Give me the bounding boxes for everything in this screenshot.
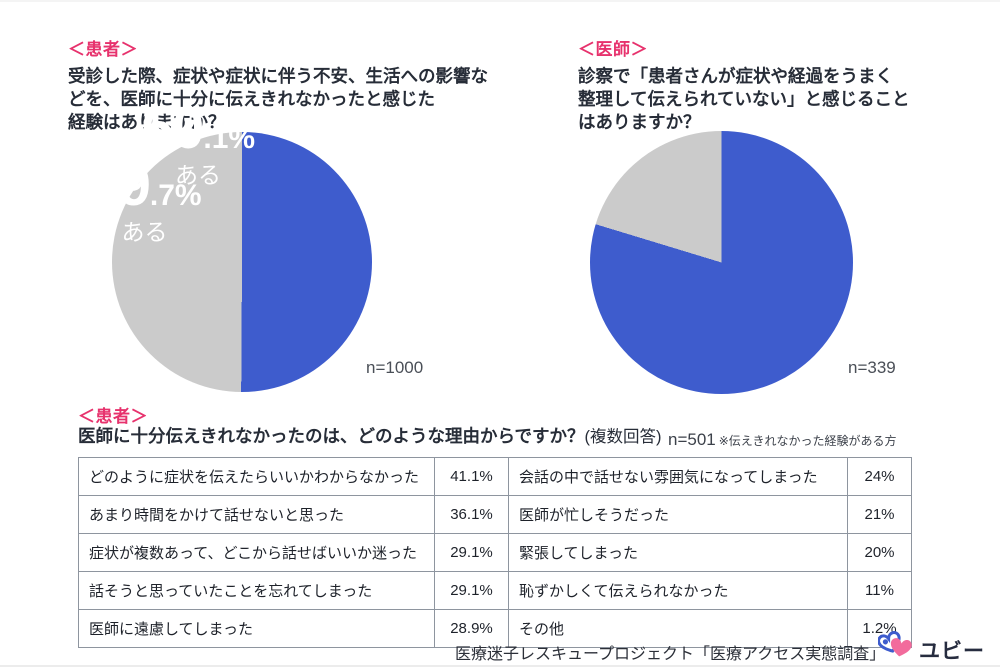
reason-cell: 会話の中で話せない雰囲気になってしまった [508, 457, 848, 496]
doctor-pie-value-frac: .7% [149, 179, 202, 212]
doctor-question-block: ＜医師＞ 診察で「患者さんが症状や経過をうまく 整理して伝えられていない」と感じ… [578, 35, 978, 134]
reason-cell: どのように症状を伝えたらいいかわからなかった [78, 457, 435, 496]
reason-cell: 医師が忙しそうだった [508, 495, 848, 534]
reason-cell: 話そうと思っていたことを忘れてしまった [78, 571, 435, 610]
percent-cell: 20% [847, 533, 912, 572]
reasons-question: 医師に十分伝えきれなかったのは、どのような理由からですか？(複数回答) [78, 423, 661, 448]
patient-question-block: ＜患者＞ 受診した際、症状や症状に伴う不安、生活への影響な どを、医師に十分に伝… [68, 35, 518, 134]
percent-cell: 29.1% [434, 533, 509, 572]
patient-question-text: 受診した際、症状や症状に伴う不安、生活への影響な どを、医師に十分に伝えきれなか… [68, 66, 488, 133]
heart-logo-icon [877, 631, 916, 665]
doctor-sample-size: n=339 [848, 358, 896, 377]
doctor-question-text: 診察で「患者さんが症状や経過をうまく 整理して伝えられていない」と感じること は… [578, 66, 910, 133]
patient-sample-size: n=1000 [366, 358, 424, 377]
percent-cell: 28.9% [434, 609, 509, 648]
reason-cell: 医師に遠慮してしまった [78, 609, 435, 648]
doctor-pie-chart [590, 131, 853, 394]
reason-cell: その他 [508, 609, 848, 648]
reasons-sample-size: n=501 [668, 430, 716, 449]
percent-cell: 24% [847, 457, 912, 496]
table-row: どのように症状を伝えたらいいかわからなかった 41.1% 会話の中で話せない雰囲… [78, 457, 912, 496]
percent-cell: 11% [847, 571, 912, 610]
doctor-pie-value-label: ある [121, 219, 168, 245]
table-row: 症状が複数あって、どこから話せばいいか迷った 29.1% 緊張してしまった 20… [78, 533, 912, 572]
patient-tag: ＜患者＞ [68, 40, 138, 59]
reasons-table: どのように症状を伝えたらいいかわからなかった 41.1% 会話の中で話せない雰囲… [78, 457, 912, 648]
reason-cell: 症状が複数あって、どこから話せばいいか迷った [78, 533, 435, 572]
percent-cell: 21% [847, 495, 912, 534]
percent-cell: 36.1% [434, 495, 509, 534]
percent-cell: 41.1% [434, 457, 509, 496]
patient-pie-value-label: ある [175, 162, 221, 188]
logo-text: ユビー [919, 639, 985, 663]
reason-cell: あまり時間をかけて話せないと思った [78, 495, 435, 534]
reasons-sample: n=501 ※伝えきれなかった経験がある方 [668, 430, 896, 450]
patient-pie-value: 50.1% ある [118, 100, 278, 187]
doctor-pie-value-main: 79 [87, 153, 151, 218]
source-attribution: 医療迷子レスキュープロジェクト「医療アクセス実態調査」 [455, 646, 886, 663]
reason-cell: 緊張してしまった [508, 533, 848, 572]
table-row: あまり時間をかけて話せないと思った 36.1% 医師が忙しそうだった 21% [78, 495, 912, 534]
reason-cell: 恥ずかしくて伝えられなかった [508, 571, 848, 610]
reasons-sample-note: ※伝えきれなかった経験がある方 [718, 434, 897, 448]
patient-pie-value-main: 50 [140, 96, 205, 161]
doctor-tag: ＜医師＞ [578, 40, 648, 59]
reasons-question-suffix: (複数回答) [584, 428, 662, 446]
ubie-logo: ユビー [877, 631, 985, 665]
reasons-question-text: 医師に十分伝えきれなかったのは、どのような理由からですか？ [78, 426, 585, 446]
patient-pie-chart [112, 132, 372, 392]
reasons-tag: ＜患者＞ [78, 407, 148, 426]
doctor-pie-value: 79.7% ある [42, 157, 247, 244]
table-row: 医師に遠慮してしまった 28.9% その他 1.2% [78, 609, 912, 648]
patient-pie-value-frac: .1% [203, 122, 256, 155]
percent-cell: 29.1% [434, 571, 509, 610]
table-row: 話そうと思っていたことを忘れてしまった 29.1% 恥ずかしくて伝えられなかった… [78, 571, 912, 610]
